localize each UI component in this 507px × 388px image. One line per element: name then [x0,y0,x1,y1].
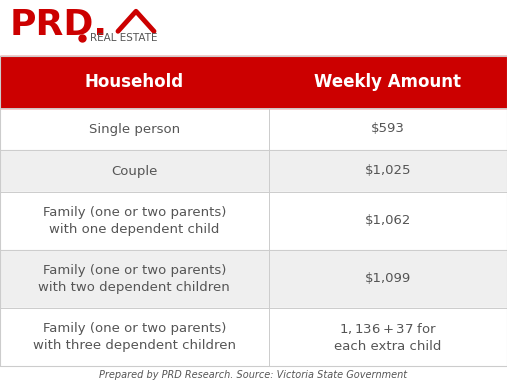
Text: Weekly Amount: Weekly Amount [314,73,461,91]
Text: Prepared by PRD Research. Source: Victoria State Government: Prepared by PRD Research. Source: Victor… [99,370,408,380]
Bar [0,192,507,250]
Text: Family (one or two parents)
with three dependent children: Family (one or two parents) with three d… [33,322,236,352]
Text: $1,136 + $37 for
each extra child: $1,136 + $37 for each extra child [334,321,442,353]
Bar [0,56,507,108]
Bar [0,150,507,192]
Text: Couple: Couple [111,165,158,177]
Text: $593: $593 [371,123,405,135]
Text: PRD.: PRD. [10,8,108,42]
Text: $1,062: $1,062 [365,215,411,227]
Text: Family (one or two parents)
with two dependent children: Family (one or two parents) with two dep… [39,264,230,294]
Bar [0,108,507,150]
Bar [0,250,507,308]
Text: $1,025: $1,025 [365,165,411,177]
Text: Single person: Single person [89,123,180,135]
Text: REAL ESTATE: REAL ESTATE [90,33,158,43]
Bar [0,56,507,366]
Text: $1,099: $1,099 [365,272,411,286]
Text: Household: Household [85,73,184,91]
Bar [0,308,507,366]
Text: Family (one or two parents)
with one dependent child: Family (one or two parents) with one dep… [43,206,226,236]
